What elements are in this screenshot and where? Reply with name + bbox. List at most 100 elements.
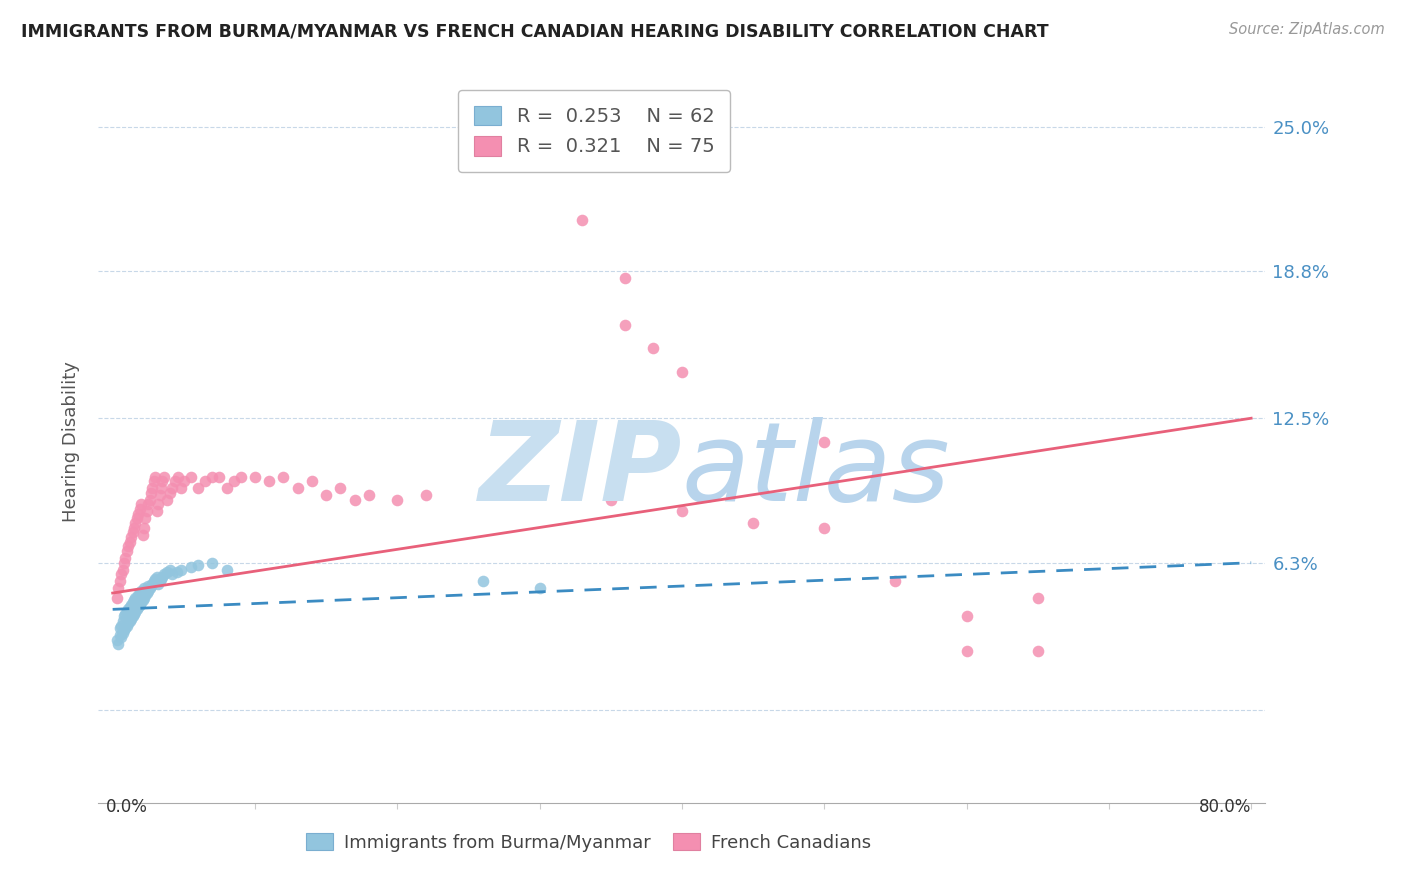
Point bbox=[122, 593, 145, 607]
Point bbox=[742, 516, 765, 530]
Point bbox=[122, 521, 145, 535]
Text: atlas: atlas bbox=[682, 417, 950, 524]
Point bbox=[180, 560, 202, 574]
Point bbox=[813, 521, 835, 535]
Point bbox=[162, 567, 184, 582]
Point bbox=[125, 602, 148, 616]
Point bbox=[120, 612, 142, 626]
Point bbox=[165, 474, 187, 488]
Point bbox=[108, 574, 131, 589]
Point bbox=[132, 582, 155, 596]
Y-axis label: Hearing Disability: Hearing Disability bbox=[62, 361, 80, 522]
Point bbox=[128, 502, 150, 516]
Point bbox=[167, 469, 190, 483]
Point bbox=[121, 609, 143, 624]
Point bbox=[114, 621, 136, 635]
Text: Source: ZipAtlas.com: Source: ZipAtlas.com bbox=[1229, 22, 1385, 37]
Point bbox=[128, 586, 150, 600]
Point bbox=[110, 567, 132, 582]
Point bbox=[139, 485, 162, 500]
Point bbox=[329, 481, 352, 495]
Point bbox=[671, 504, 693, 518]
Point bbox=[599, 492, 621, 507]
Point bbox=[162, 481, 184, 495]
Point bbox=[357, 488, 380, 502]
Point bbox=[187, 481, 209, 495]
Point bbox=[215, 481, 238, 495]
Point bbox=[194, 474, 217, 488]
Point bbox=[813, 434, 835, 449]
Point bbox=[149, 488, 172, 502]
Point bbox=[141, 576, 163, 591]
Point bbox=[112, 556, 135, 570]
Point bbox=[643, 341, 665, 355]
Point bbox=[128, 598, 150, 612]
Point bbox=[124, 605, 146, 619]
Point bbox=[614, 318, 637, 332]
Point bbox=[159, 485, 181, 500]
Point bbox=[187, 558, 209, 572]
Point bbox=[301, 474, 323, 488]
Point bbox=[671, 365, 693, 379]
Point bbox=[156, 565, 179, 579]
Point bbox=[229, 469, 252, 483]
Point bbox=[571, 213, 593, 227]
Point bbox=[387, 492, 409, 507]
Point bbox=[124, 516, 146, 530]
Point bbox=[215, 563, 238, 577]
Text: ZIP: ZIP bbox=[478, 417, 682, 524]
Point bbox=[201, 556, 224, 570]
Legend: Immigrants from Burma/Myanmar, French Canadians: Immigrants from Burma/Myanmar, French Ca… bbox=[299, 826, 877, 859]
Point bbox=[134, 588, 156, 602]
Point bbox=[614, 271, 637, 285]
Point bbox=[222, 474, 245, 488]
Point bbox=[120, 530, 142, 544]
Point bbox=[143, 469, 166, 483]
Point bbox=[136, 583, 159, 598]
Point bbox=[152, 570, 174, 584]
Point bbox=[138, 582, 160, 596]
Point bbox=[112, 624, 135, 638]
Point bbox=[110, 630, 132, 644]
Point bbox=[955, 609, 977, 624]
Point bbox=[170, 563, 193, 577]
Point bbox=[115, 618, 138, 632]
Point bbox=[884, 574, 907, 589]
Point bbox=[955, 644, 977, 658]
Point bbox=[127, 507, 149, 521]
Point bbox=[111, 625, 134, 640]
Point bbox=[1026, 591, 1049, 605]
Point bbox=[166, 565, 188, 579]
Point bbox=[180, 469, 202, 483]
Point bbox=[257, 474, 280, 488]
Point bbox=[152, 474, 174, 488]
Point bbox=[134, 511, 156, 525]
Point bbox=[208, 469, 231, 483]
Point bbox=[129, 583, 152, 598]
Point bbox=[343, 492, 366, 507]
Point bbox=[471, 574, 494, 589]
Point bbox=[315, 488, 337, 502]
Point bbox=[118, 534, 141, 549]
Point bbox=[124, 591, 146, 605]
Point bbox=[138, 492, 160, 507]
Point bbox=[121, 525, 143, 540]
Point bbox=[142, 474, 165, 488]
Point bbox=[201, 469, 224, 483]
Point bbox=[149, 574, 172, 589]
Point bbox=[415, 488, 437, 502]
Point bbox=[150, 481, 173, 495]
Text: 0.0%: 0.0% bbox=[105, 798, 148, 816]
Point bbox=[273, 469, 295, 483]
Point bbox=[129, 498, 152, 512]
Point bbox=[146, 570, 169, 584]
Point bbox=[108, 628, 131, 642]
Point bbox=[131, 528, 153, 542]
Point bbox=[136, 579, 159, 593]
Point bbox=[141, 481, 163, 495]
Point bbox=[118, 600, 141, 615]
Point bbox=[148, 498, 170, 512]
Point bbox=[108, 621, 131, 635]
Point bbox=[150, 572, 173, 586]
Point bbox=[135, 586, 157, 600]
